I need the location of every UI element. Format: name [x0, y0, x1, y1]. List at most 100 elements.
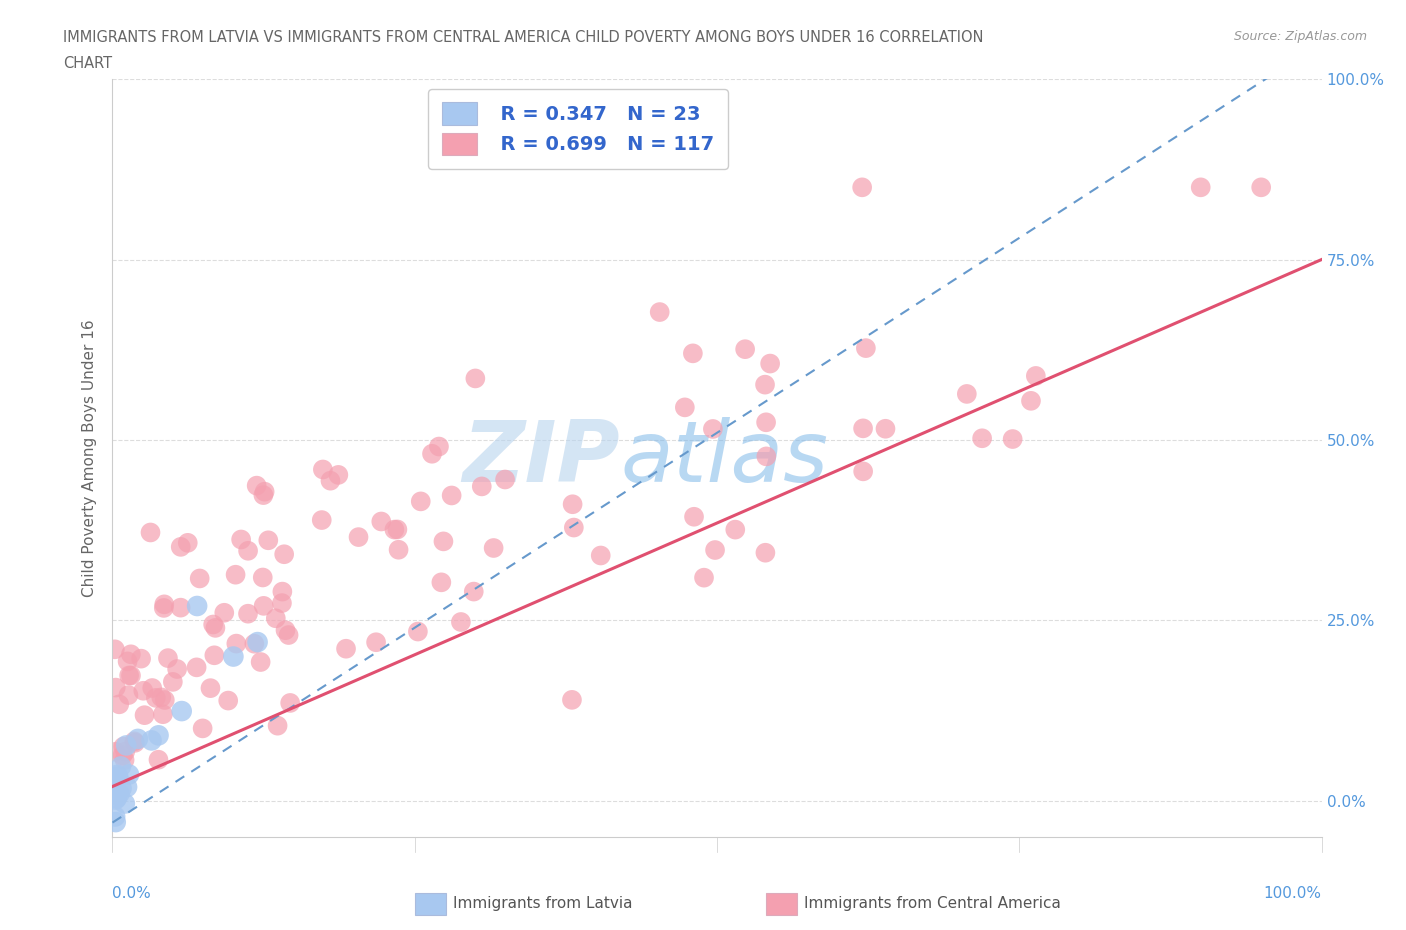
- Point: [243, 636, 266, 651]
- Point: [129, 651, 152, 666]
- Point: [734, 341, 756, 356]
- Point: [127, 732, 149, 747]
- Point: [1001, 432, 1024, 446]
- Point: [311, 512, 333, 527]
- Point: [724, 522, 747, 537]
- Point: [482, 540, 505, 555]
- Point: [156, 651, 179, 666]
- Point: [229, 532, 252, 547]
- Point: [759, 356, 782, 371]
- Point: [115, 779, 138, 794]
- Point: [875, 421, 897, 436]
- Point: [134, 708, 156, 723]
- Point: [191, 721, 214, 736]
- Point: [105, 769, 128, 784]
- Point: [152, 601, 174, 616]
- Point: [319, 473, 342, 488]
- Point: [1025, 368, 1047, 383]
- Point: [257, 533, 280, 548]
- Point: [153, 597, 176, 612]
- Point: [108, 697, 131, 711]
- Point: [104, 809, 127, 824]
- Point: [107, 770, 129, 785]
- Point: [956, 387, 979, 402]
- Text: Immigrants from Central America: Immigrants from Central America: [804, 897, 1062, 911]
- Point: [271, 595, 294, 610]
- Point: [110, 759, 132, 774]
- Point: [141, 733, 163, 748]
- Point: [104, 792, 127, 807]
- Point: [150, 690, 173, 705]
- Point: [683, 510, 706, 525]
- Point: [972, 431, 994, 445]
- Point: [112, 739, 135, 754]
- Point: [246, 478, 269, 493]
- Point: [110, 781, 132, 796]
- Point: [370, 514, 392, 529]
- Text: atlas: atlas: [620, 417, 828, 499]
- Point: [494, 472, 516, 487]
- Point: [754, 378, 776, 392]
- Point: [704, 542, 727, 557]
- Point: [246, 634, 269, 649]
- Point: [463, 584, 485, 599]
- Point: [253, 598, 276, 613]
- Point: [335, 642, 357, 657]
- Point: [562, 520, 585, 535]
- Point: [384, 522, 406, 537]
- Point: [141, 681, 163, 696]
- Point: [104, 815, 127, 830]
- Point: [101, 779, 124, 794]
- Point: [755, 415, 778, 430]
- Point: [177, 536, 200, 551]
- Point: [561, 693, 583, 708]
- Point: [104, 744, 127, 759]
- Point: [1250, 179, 1272, 194]
- Point: [117, 687, 139, 702]
- Point: [273, 547, 295, 562]
- Point: [108, 787, 131, 802]
- Point: [169, 600, 191, 615]
- Point: [249, 655, 271, 670]
- Point: [236, 606, 259, 621]
- Point: [236, 543, 259, 558]
- Point: [312, 462, 335, 477]
- Point: [188, 571, 211, 586]
- Point: [152, 707, 174, 722]
- Point: [589, 548, 612, 563]
- Point: [114, 796, 136, 811]
- Point: [204, 620, 226, 635]
- Point: [278, 696, 301, 711]
- Point: [225, 567, 247, 582]
- Point: [852, 464, 875, 479]
- Point: [347, 530, 370, 545]
- Point: [427, 439, 450, 454]
- Point: [277, 628, 299, 643]
- Point: [145, 690, 167, 705]
- Point: [673, 400, 696, 415]
- Text: ZIP: ZIP: [463, 417, 620, 499]
- Point: [105, 790, 128, 805]
- Point: [118, 767, 141, 782]
- Point: [271, 584, 294, 599]
- Point: [200, 681, 222, 696]
- Point: [202, 648, 225, 663]
- Point: [440, 488, 463, 503]
- Point: [1019, 393, 1042, 408]
- Point: [139, 525, 162, 540]
- Point: [124, 734, 146, 749]
- Point: [432, 534, 454, 549]
- Point: [406, 624, 429, 639]
- Text: 0.0%: 0.0%: [112, 886, 152, 901]
- Point: [104, 642, 127, 657]
- Point: [387, 522, 409, 537]
- Point: [682, 346, 704, 361]
- Point: [111, 748, 134, 763]
- Point: [648, 305, 671, 320]
- Point: [162, 674, 184, 689]
- Point: [851, 179, 873, 194]
- Point: [120, 668, 142, 683]
- Point: [420, 446, 443, 461]
- Point: [186, 660, 208, 675]
- Point: [702, 421, 724, 436]
